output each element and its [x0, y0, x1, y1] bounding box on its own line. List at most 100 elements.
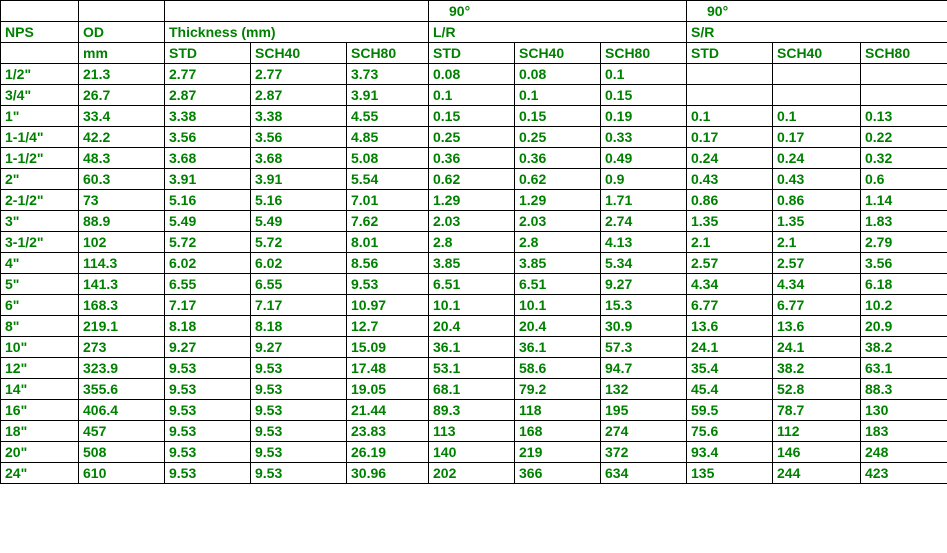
cell-od: 323.9	[79, 358, 165, 379]
cell-lr_80: 274	[601, 421, 687, 442]
cell-sr_std: 0.43	[687, 169, 773, 190]
cell-lr_40: 79.2	[515, 379, 601, 400]
cell-od: 273	[79, 337, 165, 358]
cell-lr_std: 53.1	[429, 358, 515, 379]
cell-t_std: 6.55	[165, 274, 251, 295]
header-thk-std: STD	[165, 43, 251, 64]
cell-t_80: 10.97	[347, 295, 429, 316]
pipe-dimensions-table: 90° 90° NPS OD Thickness (mm) L/R S/R mm…	[0, 0, 947, 484]
cell-lr_80: 9.27	[601, 274, 687, 295]
cell-od: 114.3	[79, 253, 165, 274]
cell-nps: 3"	[1, 211, 79, 232]
cell-lr_40: 219	[515, 442, 601, 463]
cell-angle-sr: 90°	[687, 1, 947, 22]
table-row: 3"88.95.495.497.622.032.032.741.351.351.…	[1, 211, 947, 232]
cell-nps: 3/4"	[1, 85, 79, 106]
cell-lr_80: 2.74	[601, 211, 687, 232]
cell-sr_80	[861, 64, 947, 85]
cell-lr_40: 20.4	[515, 316, 601, 337]
cell-lr_40: 0.08	[515, 64, 601, 85]
header-thk-sch40: SCH40	[251, 43, 347, 64]
cell-sr_40: 112	[773, 421, 861, 442]
cell-t_80: 15.09	[347, 337, 429, 358]
cell-nps: 6"	[1, 295, 79, 316]
cell-sr_80: 10.2	[861, 295, 947, 316]
cell-lr_std: 1.29	[429, 190, 515, 211]
cell-sr_std: 135	[687, 463, 773, 484]
cell-t_40: 6.55	[251, 274, 347, 295]
cell-lr_std: 68.1	[429, 379, 515, 400]
cell-sr_std	[687, 64, 773, 85]
cell-nps: 1-1/2"	[1, 148, 79, 169]
cell-sr_80: 88.3	[861, 379, 947, 400]
cell-lr_std: 6.51	[429, 274, 515, 295]
cell-sr_40: 2.1	[773, 232, 861, 253]
cell-nps: 4"	[1, 253, 79, 274]
cell-t_std: 9.53	[165, 463, 251, 484]
cell-sr_40: 2.57	[773, 253, 861, 274]
cell-lr_40: 3.85	[515, 253, 601, 274]
table-row: 3/4"26.72.872.873.910.10.10.15	[1, 85, 947, 106]
cell-lr_40: 58.6	[515, 358, 601, 379]
cell-sr_40: 0.24	[773, 148, 861, 169]
cell-sr_std: 0.17	[687, 127, 773, 148]
cell-sr_80: 38.2	[861, 337, 947, 358]
cell-t_std: 9.53	[165, 358, 251, 379]
cell-t_40: 2.87	[251, 85, 347, 106]
cell-sr_80: 0.32	[861, 148, 947, 169]
cell-sr_80: 0.22	[861, 127, 947, 148]
header-od: OD	[79, 22, 165, 43]
cell-blank	[1, 43, 79, 64]
cell-lr_std: 3.85	[429, 253, 515, 274]
cell-sr_std: 35.4	[687, 358, 773, 379]
table-row: 3-1/2"1025.725.728.012.82.84.132.12.12.7…	[1, 232, 947, 253]
cell-sr_40: 13.6	[773, 316, 861, 337]
cell-t_80: 4.55	[347, 106, 429, 127]
cell-od: 60.3	[79, 169, 165, 190]
cell-nps: 18"	[1, 421, 79, 442]
cell-sr_std: 13.6	[687, 316, 773, 337]
cell-nps: 2-1/2"	[1, 190, 79, 211]
cell-od: 457	[79, 421, 165, 442]
cell-lr_std: 140	[429, 442, 515, 463]
header-lr: L/R	[429, 22, 687, 43]
cell-od: 48.3	[79, 148, 165, 169]
header-lr-std: STD	[429, 43, 515, 64]
cell-t_40: 3.68	[251, 148, 347, 169]
cell-lr_std: 202	[429, 463, 515, 484]
cell-sr_80: 6.18	[861, 274, 947, 295]
cell-t_std: 2.87	[165, 85, 251, 106]
header-lr-sch80: SCH80	[601, 43, 687, 64]
cell-t_std: 9.53	[165, 442, 251, 463]
cell-t_40: 5.72	[251, 232, 347, 253]
cell-lr_std: 20.4	[429, 316, 515, 337]
cell-blank	[1, 1, 79, 22]
cell-t_80: 4.85	[347, 127, 429, 148]
table-row: 5"141.36.556.559.536.516.519.274.344.346…	[1, 274, 947, 295]
cell-sr_40: 24.1	[773, 337, 861, 358]
table-row: 4"114.36.026.028.563.853.855.342.572.573…	[1, 253, 947, 274]
table-row: 10"2739.279.2715.0936.136.157.324.124.13…	[1, 337, 947, 358]
cell-lr_80: 5.34	[601, 253, 687, 274]
cell-sr_80: 248	[861, 442, 947, 463]
cell-sr_40	[773, 85, 861, 106]
cell-lr_std: 0.08	[429, 64, 515, 85]
cell-t_80: 3.73	[347, 64, 429, 85]
cell-sr_80: 20.9	[861, 316, 947, 337]
header-thk-sch80: SCH80	[347, 43, 429, 64]
cell-sr_std: 24.1	[687, 337, 773, 358]
cell-nps: 1/2"	[1, 64, 79, 85]
cell-nps: 10"	[1, 337, 79, 358]
cell-od: 141.3	[79, 274, 165, 295]
cell-sr_std: 6.77	[687, 295, 773, 316]
cell-sr_std: 2.1	[687, 232, 773, 253]
cell-t_80: 19.05	[347, 379, 429, 400]
cell-lr_40: 2.8	[515, 232, 601, 253]
cell-sr_std: 45.4	[687, 379, 773, 400]
cell-t_std: 9.53	[165, 421, 251, 442]
cell-lr_40: 0.1	[515, 85, 601, 106]
cell-t_std: 3.38	[165, 106, 251, 127]
cell-t_std: 9.27	[165, 337, 251, 358]
cell-sr_40: 52.8	[773, 379, 861, 400]
cell-t_80: 3.91	[347, 85, 429, 106]
